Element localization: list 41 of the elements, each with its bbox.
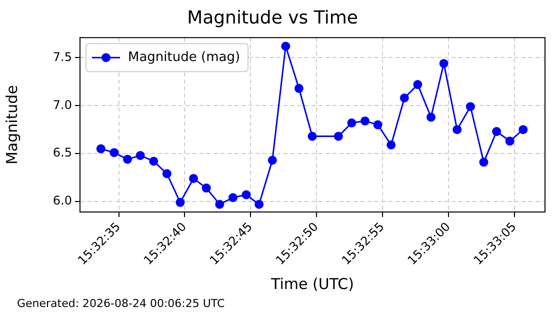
point — [400, 93, 409, 102]
point — [439, 58, 448, 68]
point — [426, 112, 436, 122]
point — [268, 156, 277, 165]
point — [413, 80, 422, 90]
point — [505, 136, 514, 146]
point — [228, 193, 238, 202]
y-tick-label: 6.0 — [52, 194, 72, 208]
point — [202, 184, 211, 193]
y-axis-title: Magnitude — [2, 85, 21, 165]
point — [254, 200, 264, 209]
point — [479, 158, 488, 167]
point — [334, 132, 343, 141]
point — [466, 102, 475, 112]
point — [386, 140, 396, 150]
point — [492, 127, 502, 136]
x-axis-title: Time (UTC) — [270, 274, 354, 293]
point — [176, 198, 185, 207]
y-tick-label: 6.5 — [52, 146, 72, 160]
legend-label: Magnitude (mag) — [128, 50, 240, 65]
point — [360, 116, 370, 126]
point — [294, 84, 304, 93]
point — [162, 169, 172, 178]
point — [136, 150, 145, 160]
point — [123, 154, 132, 164]
point — [518, 125, 528, 134]
point — [110, 148, 119, 158]
point — [373, 120, 382, 130]
point — [215, 200, 224, 209]
point — [308, 132, 317, 141]
chart-title: Magnitude vs Time — [187, 7, 358, 28]
point — [149, 156, 158, 166]
point — [452, 125, 462, 134]
y-tick-label: 7.0 — [52, 98, 72, 112]
point — [189, 174, 198, 183]
text: Generated: 2026-08-24 00:06:25 UTC — [17, 297, 225, 310]
point — [347, 118, 356, 128]
point — [242, 190, 251, 200]
point — [96, 144, 106, 154]
point — [281, 42, 290, 51]
y-tick-label: 7.5 — [52, 50, 72, 64]
